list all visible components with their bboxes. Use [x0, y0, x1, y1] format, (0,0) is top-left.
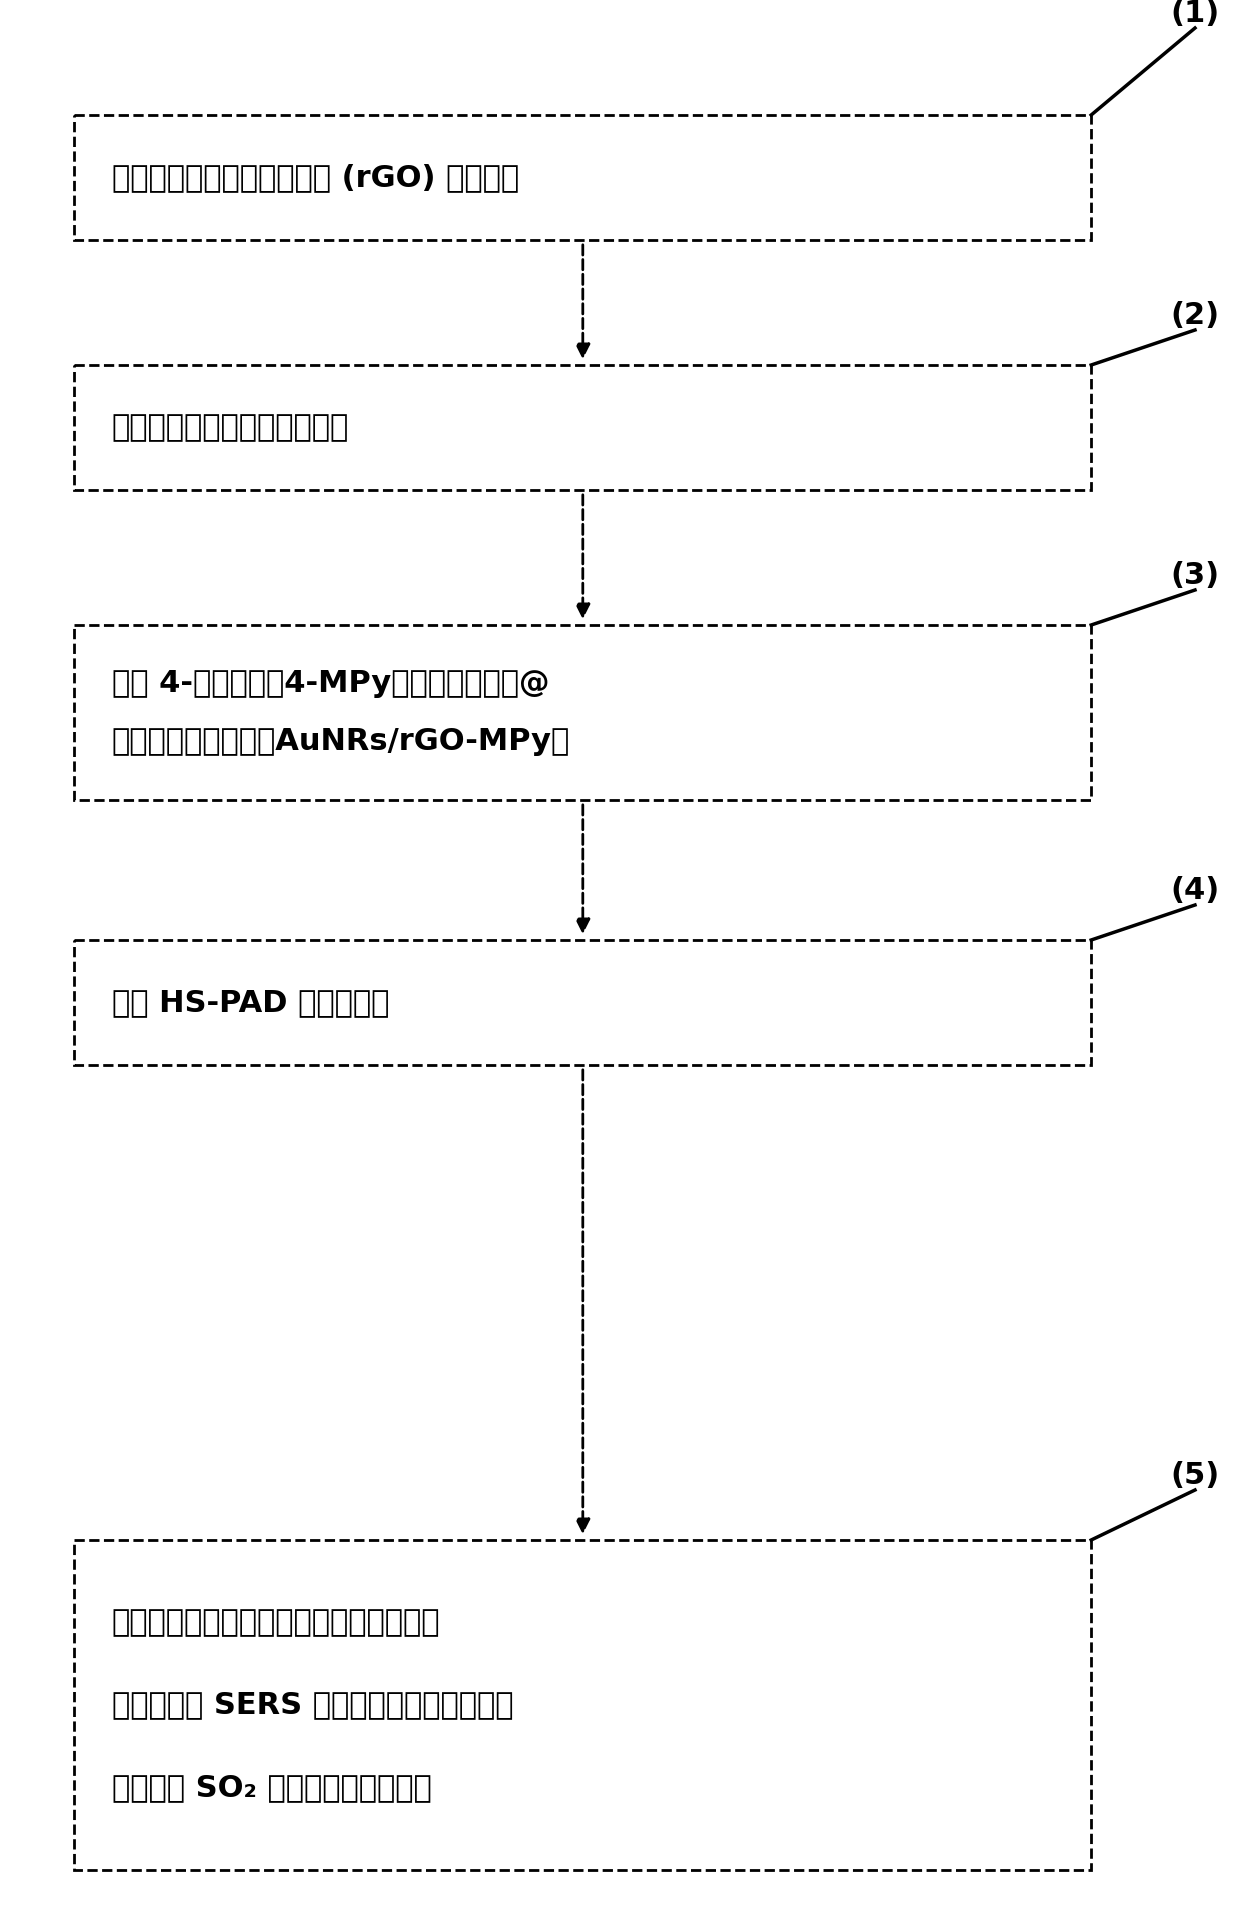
Bar: [74, 1539, 1091, 1870]
Text: 通过水热法制备还原石墨烯 (rGO) 纳米材料: 通过水热法制备还原石墨烯 (rGO) 纳米材料: [112, 163, 518, 191]
Bar: [74, 115, 1091, 241]
Bar: [74, 365, 1091, 489]
Text: (2): (2): [1171, 300, 1220, 331]
Text: 利用紫外分光光度计和便携式拉曼光谱仪: 利用紫外分光光度计和便携式拉曼光谱仪: [112, 1608, 440, 1637]
Text: 合成 4-巠基吵啊（4-MPy）修饰的石墨烯@: 合成 4-巠基吵啊（4-MPy）修饰的石墨烯@: [112, 669, 549, 698]
Text: (4): (4): [1171, 876, 1220, 904]
Text: 而对酒中 SO₂ 进行定性和定量检测: 而对酒中 SO₂ 进行定性和定量检测: [112, 1772, 432, 1801]
Text: 进行比色和 SERS 双传感检测二氧化硫，从: 进行比色和 SERS 双传感检测二氧化硫，从: [112, 1690, 513, 1719]
Text: (3): (3): [1171, 560, 1220, 591]
Text: 金纳米棒复合材料（AuNRs/rGO-MPy）: 金纳米棒复合材料（AuNRs/rGO-MPy）: [112, 727, 570, 755]
Bar: [74, 941, 1091, 1065]
Text: 通过晶种生长法合成金纳米棒: 通过晶种生长法合成金纳米棒: [112, 413, 348, 442]
Text: (1): (1): [1171, 0, 1220, 29]
Bar: [74, 625, 1091, 799]
Text: (5): (5): [1171, 1461, 1220, 1489]
Text: 制备 HS-PAD 的分析装置: 制备 HS-PAD 的分析装置: [112, 989, 389, 1017]
